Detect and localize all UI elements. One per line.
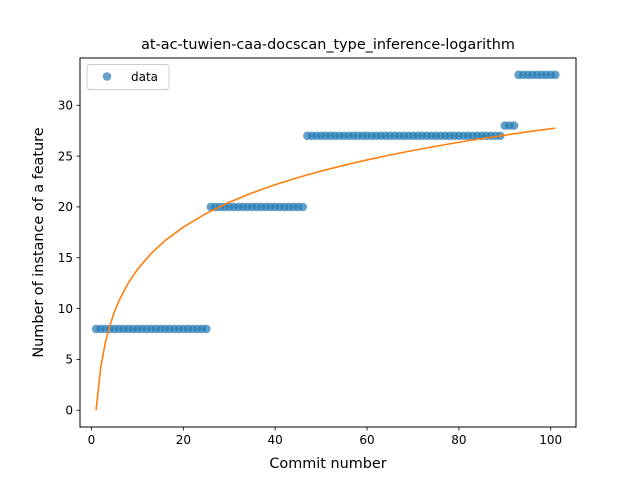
log-fit-line [95,127,556,411]
chart-title: at-ac-tuwien-caa-docscan_type_inference-… [141,37,515,53]
plot-area [91,70,560,411]
legend: data [86,64,170,90]
x-tick-label: 80 [451,433,466,447]
data-point [298,202,308,212]
x-tick-label: 20 [176,433,191,447]
legend-label: data [131,70,158,84]
data-point [551,70,560,80]
y-tick-label: 0 [65,404,73,418]
x-tick-label: 100 [539,433,562,447]
y-tick-label: 25 [58,149,73,163]
y-tick-label: 10 [58,302,73,316]
y-tick-label: 20 [58,200,73,214]
data-series-points [91,70,560,334]
y-tick-label: 15 [58,251,73,265]
x-axis: 0 20 40 60 80 100 [88,427,562,447]
x-axis-label: Commit number [269,456,386,472]
x-tick-label: 60 [359,433,374,447]
data-point [201,324,211,334]
y-axis-label: Number of instance of a feature [31,127,47,357]
y-tick-label: 30 [58,99,73,113]
x-tick-label: 40 [268,433,283,447]
data-point [509,121,519,130]
y-tick-label: 5 [65,353,73,367]
y-axis: 0 5 10 15 20 25 30 [58,99,80,418]
legend-box [86,64,170,90]
x-tick-label: 0 [88,433,96,447]
axes-frame [79,57,577,428]
legend-marker [102,72,112,81]
